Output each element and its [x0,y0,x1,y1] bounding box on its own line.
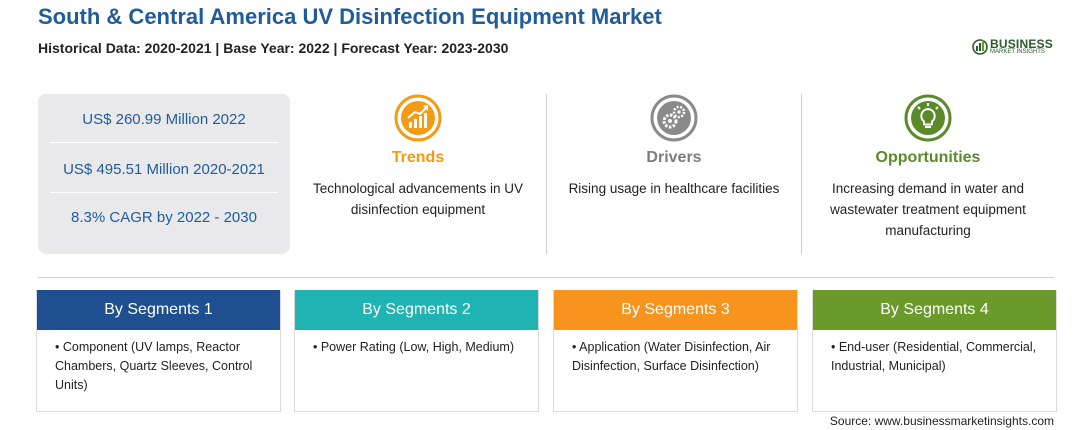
segment-4-text: • End-user (Residential, Commercial, Ind… [831,340,1037,373]
gears-icon [650,94,698,142]
segment-card-1: By Segments 1 • Component (UV lamps, Rea… [36,290,281,412]
segment-card-2: By Segments 2 • Power Rating (Low, High,… [294,290,539,412]
cagr-value: 8.3% CAGR by 2022 - 2030 [71,209,257,226]
opportunities-title: Opportunities [875,149,981,166]
drivers-column: Drivers Rising usage in healthcare facil… [554,94,794,254]
logo-tagline: MARKET INSIGHTS [990,49,1045,55]
trends-title: Trends [391,149,445,166]
page-title: South & Central America UV Disinfection … [38,4,662,29]
globe-chart-icon [972,39,988,55]
segment-2-text: • Power Rating (Low, High, Medium) [313,340,514,354]
market-value-2022: US$ 260.99 Million 2022 [82,111,246,128]
segment-2-title: By Segments 2 [295,290,538,330]
segment-3-title: By Segments 3 [554,290,797,330]
drivers-title: Drivers [646,149,702,166]
drivers-text: Rising usage in healthcare facilities [568,181,780,196]
segment-3-text: • Application (Water Disinfection, Air D… [572,340,771,373]
segment-1-text: • Component (UV lamps, Reactor Chambers,… [55,340,253,392]
trends-text: Technological advancements in UV disinfe… [312,181,524,217]
source-link[interactable]: Source: www.businessmarketinsights.com [829,414,1054,428]
segment-card-4: By Segments 4 • End-user (Residential, C… [812,290,1057,412]
market-stats-panel: US$ 260.99 Million 2022 US$ 495.51 Milli… [38,94,290,254]
opportunities-column: Opportunities Increasing demand in water… [808,94,1048,254]
stat-divider [50,192,278,193]
column-divider [546,94,547,254]
section-divider [38,277,1054,278]
column-divider [801,94,802,254]
segment-4-title: By Segments 4 [813,290,1056,330]
trend-chart-icon [394,94,442,142]
segment-card-3: By Segments 3 • Application (Water Disin… [553,290,798,412]
trends-column: Trends Technological advancements in UV … [298,94,538,254]
stat-divider [50,142,278,143]
lightbulb-icon [904,94,952,142]
segment-1-title: By Segments 1 [37,290,280,330]
page-subtitle: Historical Data: 2020-2021 | Base Year: … [38,40,509,56]
logo-name: BUSINESS [990,37,1053,51]
company-logo: BUSINESS MARKET INSIGHTS [972,36,1062,58]
market-value-historical: US$ 495.51 Million 2020-2021 [63,161,265,178]
opportunities-text: Increasing demand in water and wastewate… [830,181,1026,238]
